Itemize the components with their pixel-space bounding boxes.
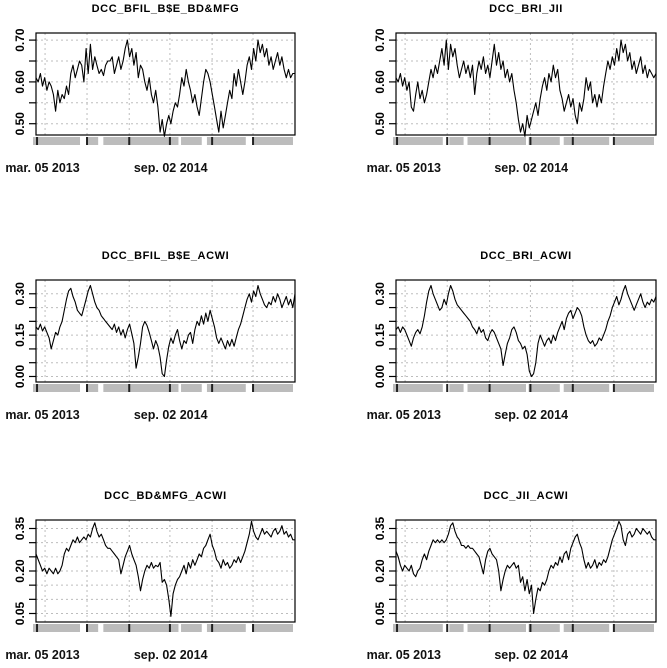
svg-text:0.20: 0.20: [13, 559, 27, 583]
svg-text:sep. 02 2014: sep. 02 2014: [494, 648, 568, 662]
svg-text:0.35: 0.35: [13, 516, 27, 540]
svg-text:sep. 02 2014: sep. 02 2014: [134, 408, 208, 422]
svg-text:mar. 05 2013: mar. 05 2013: [5, 648, 79, 662]
chart-panel-dcc-bfil-bse-bdmfg: DCC_BFIL_B$E_BD&MFG 0.50 0.60 0.70 mar. 05 …: [0, 0, 333, 180]
time-series-plot: 0.00 0.15 0.30 mar. 05 2013 sep. 02 2014: [367, 279, 657, 422]
svg-text:0.30: 0.30: [13, 282, 27, 306]
time-series-plot: 0.05 0.20 0.35 mar. 05 2013 sep. 02 2014: [5, 516, 296, 662]
chart-title: DCC_JII_ACWI: [483, 490, 569, 502]
svg-text:mar. 05 2013: mar. 05 2013: [367, 408, 441, 422]
svg-text:0.70: 0.70: [373, 28, 387, 52]
chart-title: DCC_BFIL_B$E_BD&MFG: [91, 3, 240, 15]
svg-text:mar. 05 2013: mar. 05 2013: [367, 161, 441, 175]
svg-text:0.15: 0.15: [373, 323, 387, 347]
time-series-plot: 0.50 0.60 0.70 mar. 05 2013 sep. 02 2014: [5, 28, 296, 175]
svg-text:0.15: 0.15: [13, 323, 27, 347]
svg-text:0.60: 0.60: [373, 70, 387, 94]
svg-text:sep. 02 2014: sep. 02 2014: [134, 161, 208, 175]
svg-text:0.50: 0.50: [13, 112, 27, 136]
time-series-plot: 0.05 0.20 0.35 mar. 05 2013 sep. 02 2014: [367, 516, 657, 662]
svg-text:mar. 05 2013: mar. 05 2013: [5, 408, 79, 422]
chart-panel-dcc-bri-acwi: DCC_BRI_ACWI 0.00 0.15 0.30 mar. 05 2013 sep…: [334, 247, 667, 427]
chart-title: DCC_BFIL_B$E_ACWI: [101, 250, 230, 262]
chart-panel-dcc-jii-acwi: DCC_JII_ACWI 0.05 0.20 0.35 mar. 05 2013 sep…: [334, 487, 667, 667]
time-series-plot: 0.00 0.15 0.30 mar. 05 2013 sep. 02 2014: [5, 279, 296, 422]
chart-panel-dcc-bri-jii: DCC_BRI_JII 0.50 0.60 0.70 mar. 05 2013 sep.…: [334, 0, 667, 180]
svg-text:0.05: 0.05: [13, 601, 27, 625]
svg-text:sep. 02 2014: sep. 02 2014: [494, 161, 568, 175]
svg-text:0.00: 0.00: [373, 364, 387, 388]
svg-text:mar. 05 2013: mar. 05 2013: [367, 648, 441, 662]
chart-title: DCC_BRI_ACWI: [480, 250, 572, 262]
chart-title: DCC_BD&MFG_ACWI: [104, 490, 227, 502]
svg-text:0.30: 0.30: [373, 282, 387, 306]
svg-text:0.70: 0.70: [13, 28, 27, 52]
svg-text:sep. 02 2014: sep. 02 2014: [134, 648, 208, 662]
svg-text:0.35: 0.35: [373, 516, 387, 540]
chart-title: DCC_BRI_JII: [489, 3, 563, 15]
chart-panel-dcc-bfil-bse-acwi: DCC_BFIL_B$E_ACWI 0.00 0.15 0.30 mar. 05 20…: [0, 247, 333, 427]
svg-text:sep. 02 2014: sep. 02 2014: [494, 408, 568, 422]
svg-text:0.60: 0.60: [13, 70, 27, 94]
svg-text:0.00: 0.00: [13, 364, 27, 388]
svg-text:0.20: 0.20: [373, 559, 387, 583]
svg-text:mar. 05 2013: mar. 05 2013: [5, 161, 79, 175]
svg-text:0.05: 0.05: [373, 601, 387, 625]
chart-panel-dcc-bdmfg-acwi: DCC_BD&MFG_ACWI 0.05 0.20 0.35 mar. 05 2013…: [0, 487, 333, 667]
svg-text:0.50: 0.50: [373, 112, 387, 136]
time-series-plot: 0.50 0.60 0.70 mar. 05 2013 sep. 02 2014: [367, 28, 657, 175]
